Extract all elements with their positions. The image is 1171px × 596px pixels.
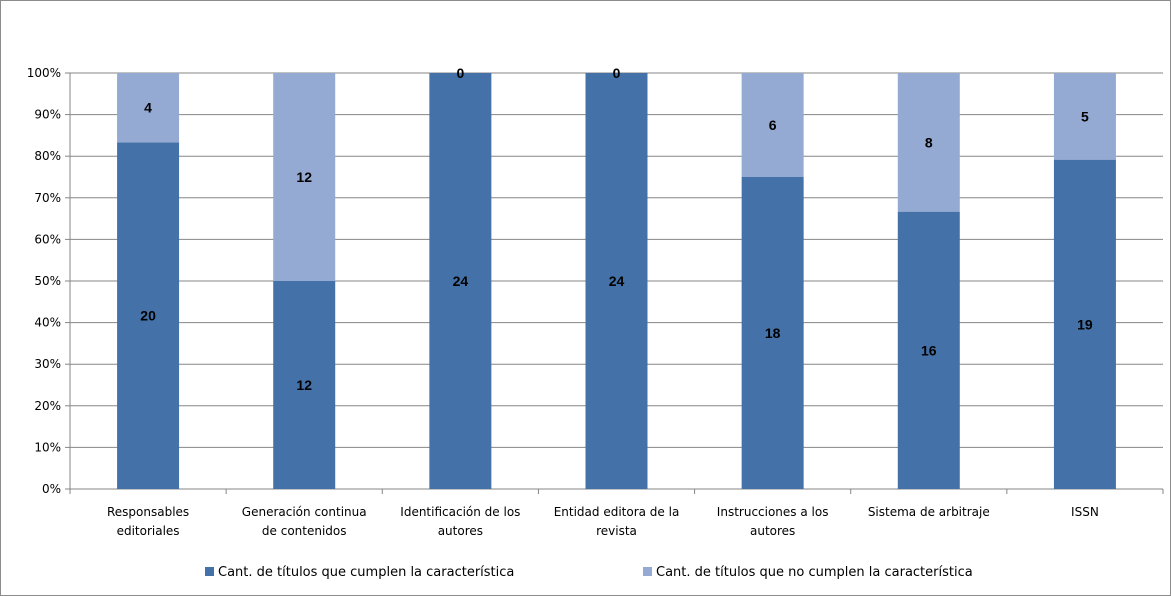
x-category-label: Entidad editora de la bbox=[554, 505, 680, 519]
data-label: 19 bbox=[1077, 316, 1093, 332]
legend-label: Cant. de títulos que no cumplen la carac… bbox=[656, 565, 973, 580]
x-category-label: Responsables bbox=[107, 505, 189, 519]
data-label: 24 bbox=[453, 273, 469, 289]
data-label: 24 bbox=[609, 273, 625, 289]
data-label: 6 bbox=[769, 117, 777, 133]
x-category-label: Identificación de los bbox=[400, 505, 520, 519]
bar-segment bbox=[897, 211, 960, 489]
y-tick-label: 30% bbox=[34, 357, 61, 371]
data-label: 18 bbox=[765, 325, 781, 341]
y-tick-label: 50% bbox=[34, 274, 61, 288]
x-category-label: ISSN bbox=[1071, 505, 1099, 519]
bar-segment bbox=[117, 73, 180, 143]
x-category-label: revista bbox=[596, 524, 637, 538]
x-category-label: de contenidos bbox=[262, 524, 347, 538]
data-label: 12 bbox=[296, 169, 312, 185]
legend-swatch bbox=[643, 567, 652, 576]
y-tick-label: 60% bbox=[34, 232, 61, 246]
y-tick-label: 100% bbox=[27, 66, 61, 80]
legend-swatch bbox=[205, 567, 214, 576]
y-tick-label: 40% bbox=[34, 316, 61, 330]
x-category-label: autores bbox=[750, 524, 795, 538]
data-label: 0 bbox=[456, 65, 464, 81]
data-label: 12 bbox=[296, 377, 312, 393]
bar-segment bbox=[741, 73, 804, 177]
y-tick-label: 10% bbox=[34, 440, 61, 454]
data-label: 8 bbox=[925, 134, 933, 150]
y-tick-label: 70% bbox=[34, 191, 61, 205]
bar-segment bbox=[1053, 73, 1116, 160]
legend-label: Cant. de títulos que cumplen la caracter… bbox=[218, 565, 514, 580]
bar-segment bbox=[273, 73, 336, 281]
y-tick-label: 90% bbox=[34, 108, 61, 122]
y-tick-label: 0% bbox=[42, 482, 61, 496]
bar-segment bbox=[741, 177, 804, 489]
bar-segment bbox=[897, 73, 960, 212]
x-category-label: Sistema de arbitraje bbox=[868, 505, 990, 519]
y-tick-label: 20% bbox=[34, 399, 61, 413]
bar-segment bbox=[429, 73, 492, 489]
bar-segment bbox=[1053, 159, 1116, 489]
bar-segment bbox=[585, 73, 648, 489]
bar-segment bbox=[117, 142, 180, 490]
data-label: 5 bbox=[1081, 108, 1089, 124]
data-label: 4 bbox=[144, 100, 152, 116]
y-tick-label: 80% bbox=[34, 149, 61, 163]
x-category-label: autores bbox=[438, 524, 483, 538]
x-category-label: Generación continua bbox=[242, 505, 367, 519]
data-label: 16 bbox=[921, 342, 937, 358]
bar-segment bbox=[273, 281, 336, 489]
x-category-label: Instrucciones a los bbox=[717, 505, 829, 519]
x-category-label: editoriales bbox=[117, 524, 180, 538]
data-label: 0 bbox=[613, 65, 621, 81]
data-label: 20 bbox=[140, 308, 156, 324]
